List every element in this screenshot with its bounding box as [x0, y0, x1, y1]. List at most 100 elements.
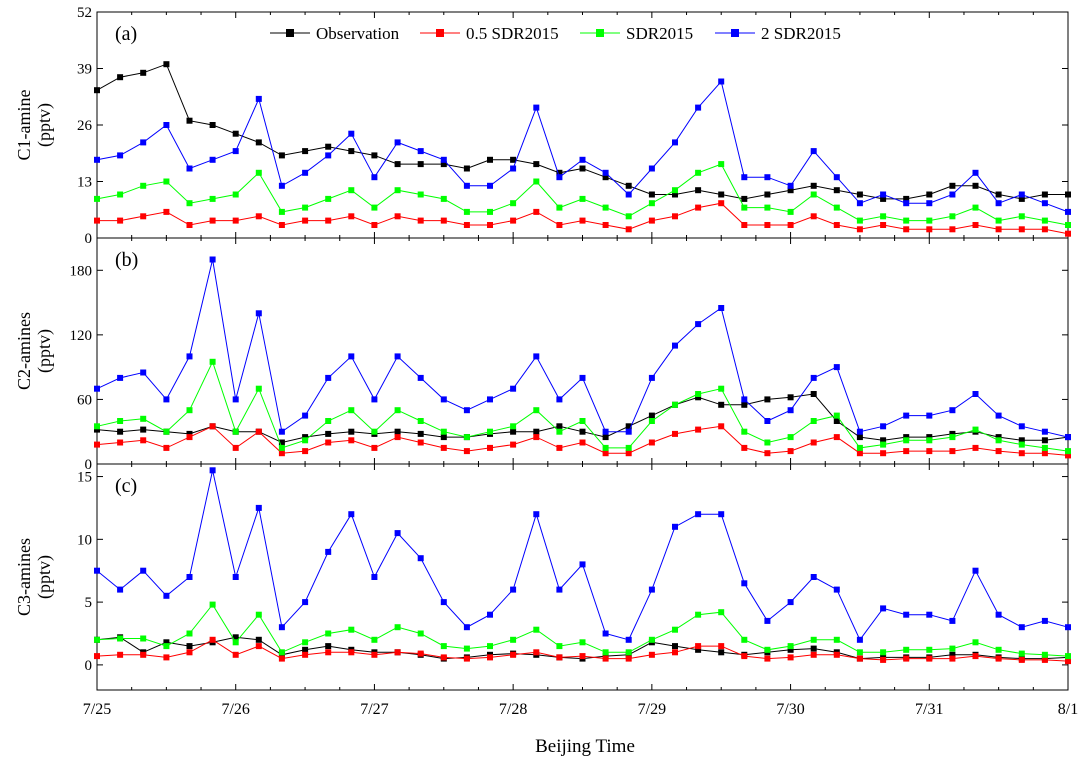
data-point-0-5-sdr2015 [255, 428, 262, 435]
data-point-sdr2015 [903, 217, 910, 224]
data-point-observation [695, 187, 702, 194]
data-point-2-sdr2015 [394, 353, 401, 360]
data-point-2-sdr2015 [371, 574, 378, 580]
data-point-0-5-sdr2015 [741, 653, 748, 660]
data-point-observation [718, 191, 725, 198]
data-point-0-5-sdr2015 [718, 200, 725, 207]
data-point-0-5-sdr2015 [972, 444, 979, 451]
data-point-observation [972, 182, 979, 189]
data-point-observation [1065, 191, 1071, 198]
data-point-sdr2015 [972, 639, 979, 646]
data-point-sdr2015 [579, 639, 586, 646]
data-point-0-5-sdr2015 [741, 444, 748, 451]
series-line-observation [96, 63, 1068, 200]
data-point-sdr2015 [140, 635, 147, 642]
y-tick-label: 0 [85, 658, 93, 674]
data-point-2-sdr2015 [602, 630, 609, 637]
data-point-observation [695, 394, 702, 401]
panel-1: 0 13 26 39 52 (a) C1-amine (pptv) [14, 5, 1071, 247]
data-point-sdr2015 [325, 418, 332, 424]
data-point-2-sdr2015 [209, 256, 216, 263]
data-point-observation [232, 130, 239, 137]
data-point-sdr2015 [463, 434, 470, 441]
y-tick-label: 39 [77, 62, 92, 78]
data-point-sdr2015 [1041, 217, 1048, 224]
data-point-sdr2015 [1018, 441, 1025, 448]
data-point-0-5-sdr2015 [209, 636, 216, 643]
y-tick-label: 52 [77, 5, 92, 21]
data-point-sdr2015 [1018, 650, 1025, 657]
data-point-sdr2015 [302, 204, 309, 211]
data-point-observation [602, 434, 609, 441]
data-point-2-sdr2015 [972, 391, 979, 397]
data-point-0-5-sdr2015 [672, 213, 678, 220]
data-point-2-sdr2015 [833, 364, 840, 371]
data-point-sdr2015 [880, 649, 887, 656]
data-point-observation [602, 174, 609, 181]
data-point-sdr2015 [672, 626, 678, 633]
data-point-2-sdr2015 [903, 611, 910, 618]
data-point-observation [903, 195, 910, 202]
data-point-2-sdr2015 [695, 104, 702, 111]
data-point-sdr2015 [278, 444, 285, 451]
data-point-2-sdr2015 [209, 467, 216, 474]
data-point-sdr2015 [186, 407, 193, 414]
legend-marker-observation [286, 29, 294, 37]
data-point-observation [949, 182, 956, 189]
x-tick-label: 7/31 [915, 701, 943, 718]
data-point-0-5-sdr2015 [833, 222, 840, 228]
data-point-2-sdr2015 [463, 182, 470, 189]
data-point-sdr2015 [302, 639, 309, 646]
data-point-observation [764, 191, 771, 198]
data-point-sdr2015 [302, 437, 309, 444]
data-point-sdr2015 [949, 213, 956, 220]
data-point-observation [672, 191, 678, 198]
data-point-0-5-sdr2015 [394, 434, 401, 441]
data-point-2-sdr2015 [972, 567, 979, 574]
data-point-observation [718, 401, 725, 408]
data-point-2-sdr2015 [510, 165, 517, 172]
data-point-0-5-sdr2015 [510, 441, 517, 448]
data-point-0-5-sdr2015 [903, 655, 910, 662]
data-point-observation [255, 139, 262, 146]
data-point-sdr2015 [1018, 213, 1025, 220]
data-point-2-sdr2015 [209, 156, 216, 163]
data-point-observation [209, 122, 216, 128]
data-point-0-5-sdr2015 [302, 651, 309, 658]
data-point-observation [533, 428, 540, 435]
data-point-2-sdr2015 [463, 407, 470, 414]
data-point-0-5-sdr2015 [672, 649, 678, 656]
data-point-sdr2015 [787, 643, 794, 650]
data-point-sdr2015 [926, 646, 933, 653]
data-point-0-5-sdr2015 [926, 448, 933, 455]
y-tick-label: 26 [77, 118, 93, 134]
data-point-sdr2015 [556, 428, 563, 435]
data-point-observation [232, 634, 239, 641]
series-line-sdr2015 [96, 163, 1069, 226]
data-point-0-5-sdr2015 [833, 434, 840, 441]
data-point-0-5-sdr2015 [1065, 658, 1071, 665]
data-point-2-sdr2015 [371, 174, 378, 181]
data-point-observation [325, 430, 332, 437]
data-point-sdr2015 [903, 646, 910, 653]
x-tick-label: 7/25 [83, 701, 111, 718]
data-point-observation [440, 161, 447, 168]
data-point-0-5-sdr2015 [1065, 230, 1071, 237]
data-point-sdr2015 [880, 213, 887, 220]
data-point-sdr2015 [972, 426, 979, 433]
data-point-sdr2015 [232, 191, 239, 198]
y-tick-label: 10 [77, 532, 92, 548]
data-point-0-5-sdr2015 [325, 649, 332, 656]
data-point-2-sdr2015 [1018, 624, 1025, 631]
data-point-observation [325, 643, 332, 650]
data-point-2-sdr2015 [325, 548, 332, 555]
panel-2: 0 60 120 180 (b) C2-amines (pptv) [14, 237, 1071, 473]
data-point-0-5-sdr2015 [880, 450, 887, 457]
legend: Observation 0.5 SDR2015 SDR2015 2 SDR201… [270, 24, 841, 43]
data-point-sdr2015 [394, 624, 401, 631]
data-point-0-5-sdr2015 [741, 222, 748, 228]
data-point-2-sdr2015 [302, 169, 309, 176]
data-point-2-sdr2015 [163, 396, 170, 403]
data-point-sdr2015 [810, 191, 817, 198]
data-point-observation [117, 74, 124, 81]
